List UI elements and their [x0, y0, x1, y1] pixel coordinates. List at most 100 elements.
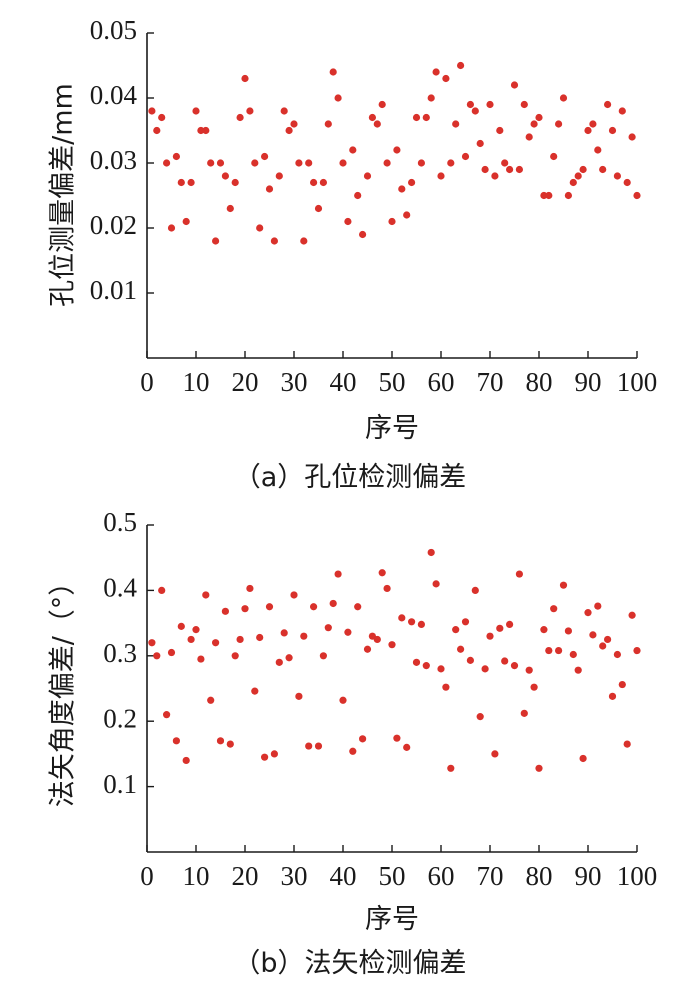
y-tick-label: 0.1	[103, 769, 137, 799]
x-tick-label: 20	[232, 367, 259, 397]
data-point	[202, 126, 210, 135]
data-point	[525, 666, 533, 674]
data-point	[623, 740, 631, 748]
data-point	[226, 204, 234, 213]
data-point	[589, 120, 597, 128]
data-point	[628, 133, 636, 141]
data-point	[275, 172, 283, 180]
panel-b-normal-vector-chart: 0 10 20 30 40 50 60 70 80 90 100 0.1 0.2 0.3 0.4 0.5 法矢…	[48, 507, 658, 979]
x-tick-label: 40	[330, 367, 357, 397]
x-tick-label: 70	[477, 367, 504, 397]
data-point	[545, 646, 553, 655]
data-point	[231, 178, 239, 187]
data-point	[540, 626, 548, 634]
data-point	[422, 662, 430, 670]
data-point	[221, 172, 229, 180]
data-point	[584, 126, 592, 135]
x-tick-label: 10	[183, 367, 210, 397]
data-point	[187, 178, 195, 187]
data-point	[334, 94, 342, 102]
data-point	[628, 611, 636, 619]
data-point	[265, 603, 274, 611]
data-point	[349, 146, 357, 154]
data-point	[461, 152, 470, 161]
data-point	[393, 146, 401, 154]
x-tick-label: 20	[232, 861, 259, 891]
data-point	[412, 113, 421, 122]
data-point	[290, 120, 298, 128]
data-point	[574, 666, 582, 674]
data-point	[447, 764, 455, 772]
x-tick-label: 50	[379, 367, 406, 397]
data-point	[515, 165, 524, 174]
data-point	[398, 185, 406, 193]
data-point	[354, 191, 362, 200]
data-point	[285, 654, 293, 662]
data-point	[163, 711, 171, 719]
data-point	[187, 635, 195, 644]
data-point	[476, 139, 484, 148]
data-point	[618, 107, 626, 115]
data-point	[545, 191, 553, 200]
y-tick-label: 0.5	[103, 507, 137, 537]
data-point	[604, 100, 612, 109]
data-point	[373, 635, 381, 644]
data-point	[261, 753, 269, 761]
panel-a-hole-position-chart: 0 10 20 30 40 50 60 70 80 90 100 0.01 0.02 0.03 0.04 0.…	[48, 15, 658, 493]
data-point	[359, 735, 367, 743]
data-point	[167, 648, 176, 657]
data-point	[158, 113, 166, 122]
data-point	[314, 204, 323, 213]
data-point	[471, 586, 479, 595]
data-point	[177, 622, 185, 630]
data-point	[496, 126, 504, 135]
panel-b-x-axis-title: 序号	[365, 904, 419, 935]
data-point	[623, 178, 631, 187]
data-point	[197, 655, 205, 663]
panel-b-caption: （b）法矢检测偏差	[233, 948, 466, 979]
data-point	[422, 113, 430, 122]
data-point	[388, 641, 396, 649]
x-tick-label: 50	[379, 861, 406, 891]
data-point	[515, 570, 524, 578]
data-point	[295, 159, 303, 167]
data-point	[241, 605, 249, 613]
data-point	[599, 642, 607, 650]
data-point	[520, 100, 528, 109]
data-point	[608, 126, 617, 135]
data-point	[442, 683, 450, 691]
y-tick-label: 0.01	[90, 275, 137, 305]
data-point	[471, 107, 479, 115]
data-point	[491, 172, 499, 180]
panel-a-points	[148, 61, 641, 245]
data-point	[270, 237, 278, 245]
data-point	[520, 709, 528, 717]
data-point	[417, 159, 425, 167]
x-tick-label: 100	[617, 367, 658, 397]
data-point	[344, 628, 352, 636]
data-point	[457, 61, 465, 70]
x-tick-label: 90	[575, 367, 602, 397]
data-point	[633, 646, 641, 655]
data-point	[172, 737, 180, 745]
data-point	[212, 639, 220, 647]
data-point	[486, 100, 494, 109]
data-point	[486, 632, 494, 640]
data-point	[530, 120, 538, 128]
data-point	[594, 146, 602, 154]
data-point	[608, 692, 617, 700]
data-point	[594, 602, 602, 610]
data-point	[349, 747, 357, 755]
data-point	[280, 107, 288, 115]
panel-b-y-axis-title: 法矢角度偏差/（°）	[48, 569, 79, 808]
x-tick-label: 60	[428, 861, 455, 891]
data-point	[550, 152, 558, 161]
data-point	[579, 754, 587, 763]
data-point	[285, 126, 293, 135]
data-point	[559, 581, 568, 589]
data-point	[525, 133, 533, 141]
data-point	[378, 569, 386, 577]
data-point	[613, 172, 622, 180]
data-point	[167, 224, 176, 232]
x-tick-label: 30	[281, 861, 308, 891]
